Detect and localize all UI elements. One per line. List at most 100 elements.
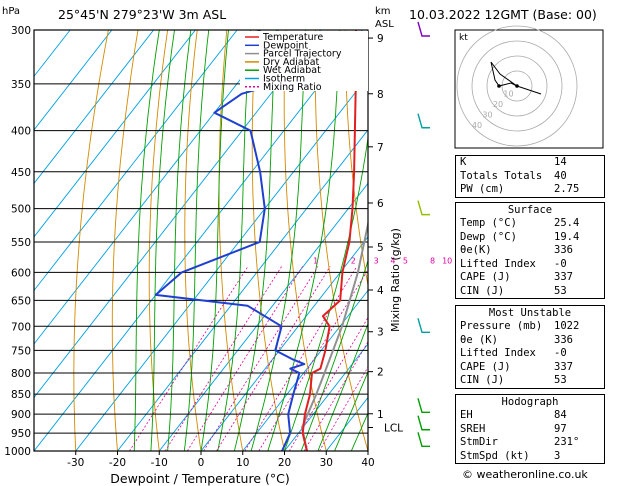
- hodograph-ring-label: 40: [472, 121, 482, 130]
- pressure-tick-label: 600: [11, 267, 31, 279]
- legend-label: Dry Adiabat: [263, 57, 320, 68]
- mixing-ratio-line: [186, 266, 303, 451]
- hodograph-ring: [501, 70, 533, 102]
- dry-adiabat-line: [375, 30, 452, 451]
- wind-barb: [417, 318, 430, 333]
- km-tick-label: 3: [377, 327, 384, 339]
- wet-adiabat-line: [150, 30, 175, 451]
- legend-label: Mixing Ratio: [263, 82, 322, 93]
- table-row: StmSpd (kt) 3: [460, 449, 561, 462]
- hodograph-header: Hodograph: [501, 396, 559, 408]
- table-row: CAPE (J) 337: [460, 271, 573, 283]
- wet-adiabat-line: [133, 30, 160, 451]
- table-row: θe (K) 336: [460, 333, 573, 346]
- table-row: StmDir 231°: [460, 436, 580, 448]
- pressure-tick-label: 800: [11, 368, 31, 380]
- legend-label: Wet Adiabat: [263, 65, 321, 76]
- mixing-ratio-label: 4: [390, 256, 395, 265]
- mixing-ratio-label: 5: [403, 256, 408, 265]
- table-row: CIN (J) 53: [460, 284, 567, 297]
- indices-table: K 14 Totals Totals 40 PW (cm) 2.75: [455, 155, 605, 198]
- mixing-ratio-label: 8: [430, 256, 435, 265]
- km-tick-label: 6: [377, 198, 384, 210]
- hodograph-ring: [456, 25, 578, 147]
- hodograph-trace: [490, 61, 518, 87]
- isotherm-line: [158, 182, 368, 451]
- hodograph-ring-label: 10: [503, 90, 513, 99]
- x-tick-label: 30: [320, 457, 333, 469]
- km-tick-label: 2: [377, 367, 384, 379]
- wet-adiabat-line: [267, 30, 341, 451]
- km-tick-label: 9: [377, 33, 384, 45]
- table-row: PW (cm) 2.75: [460, 183, 580, 195]
- wet-adiabat-line: [200, 30, 229, 451]
- pressure-tick-label: 400: [11, 126, 31, 138]
- isotherm-line: [75, 75, 368, 451]
- km-tick-label: 5: [377, 242, 384, 254]
- mixing-ratio-line: [164, 266, 282, 451]
- isotherm-line: [34, 30, 154, 185]
- wind-barb: [417, 200, 430, 216]
- mixing-ratio-line: [216, 266, 331, 451]
- x-tick-label: 40: [361, 457, 374, 469]
- dry-adiabat-line: [344, 30, 368, 288]
- parcel-trajectory-line: [301, 219, 368, 451]
- pressure-tick-label: 300: [11, 25, 31, 37]
- table-row: Pressure (mb) 1022: [460, 320, 580, 332]
- legend-label: Temperature: [262, 32, 323, 43]
- legend-box: [240, 31, 368, 91]
- lcl-label: LCL: [384, 422, 403, 434]
- dry-adiabat-line: [283, 30, 327, 451]
- km-tick-label: 7: [377, 142, 384, 154]
- pressure-tick-label: 500: [11, 204, 31, 216]
- table-row: Temp (°C) 25.4: [460, 217, 580, 229]
- isotherm-line: [34, 30, 238, 292]
- surface-header: Surface: [507, 204, 553, 216]
- x-tick-label: 20: [278, 457, 291, 469]
- x-tick-label: -30: [67, 457, 84, 469]
- wind-barb: [417, 21, 430, 37]
- mixing-ratio-label: 10: [442, 256, 452, 265]
- title-location: 25°45'N 279°23'W 3m ASL: [58, 7, 226, 22]
- hodograph-storm-vector: [516, 85, 542, 95]
- wind-barb: [417, 113, 430, 129]
- x-axis-label: Dewpoint / Temperature (°C): [110, 471, 289, 486]
- pressure-tick-label: 550: [11, 237, 31, 249]
- km-tick-label: 1: [377, 409, 384, 421]
- mixing-ratio-line: [303, 341, 368, 451]
- mixing-ratio-label: 2: [351, 256, 356, 265]
- pressure-tick-label: 950: [11, 428, 31, 440]
- dry-adiabat-line: [218, 30, 244, 451]
- pressure-tick-label: 1000: [4, 446, 31, 458]
- table-row: SREH 97: [460, 422, 567, 435]
- table-row: EH 84: [460, 409, 567, 421]
- isotherm-line: [34, 30, 113, 131]
- credit-text: © weatheronline.co.uk: [462, 468, 588, 481]
- hodograph-ring: [471, 40, 563, 132]
- pressure-tick-label: 900: [11, 409, 31, 421]
- pressure-tick-label: 650: [11, 295, 31, 307]
- mixing-ratio-axis-label: Mixing Ratio (g/kg): [389, 228, 402, 332]
- pressure-tick-label: 450: [11, 167, 31, 179]
- km-tick-label: 4: [377, 285, 384, 297]
- hpa-unit-label: hPa: [2, 6, 20, 17]
- x-tick-label: 10: [236, 457, 249, 469]
- dry-adiabat-line: [611, 30, 629, 451]
- hodograph-point-marker: [497, 84, 501, 88]
- hodograph-center-marker: [515, 84, 519, 88]
- pressure-tick-label: 700: [11, 321, 31, 333]
- mixing-ratio-label: 1: [313, 256, 318, 265]
- table-row: CAPE (J) 337: [460, 360, 573, 373]
- pressure-tick-label: 850: [11, 389, 31, 401]
- mixing-ratio-line: [203, 266, 319, 451]
- isotherm-line: [284, 343, 368, 451]
- isotherm-line: [34, 30, 196, 238]
- table-row: θe(K) 336: [460, 244, 573, 256]
- table-row: Dewp (°C) 19.4: [460, 230, 580, 243]
- pressure-tick-label: 350: [11, 79, 31, 91]
- hodograph-table: Hodograph EH 84 SREH 97 StmDir 231° StmSpd …: [455, 394, 605, 464]
- legend-label: Isotherm: [263, 74, 305, 85]
- km-tick-label: 8: [377, 89, 384, 101]
- hodograph-frame: [454, 29, 604, 149]
